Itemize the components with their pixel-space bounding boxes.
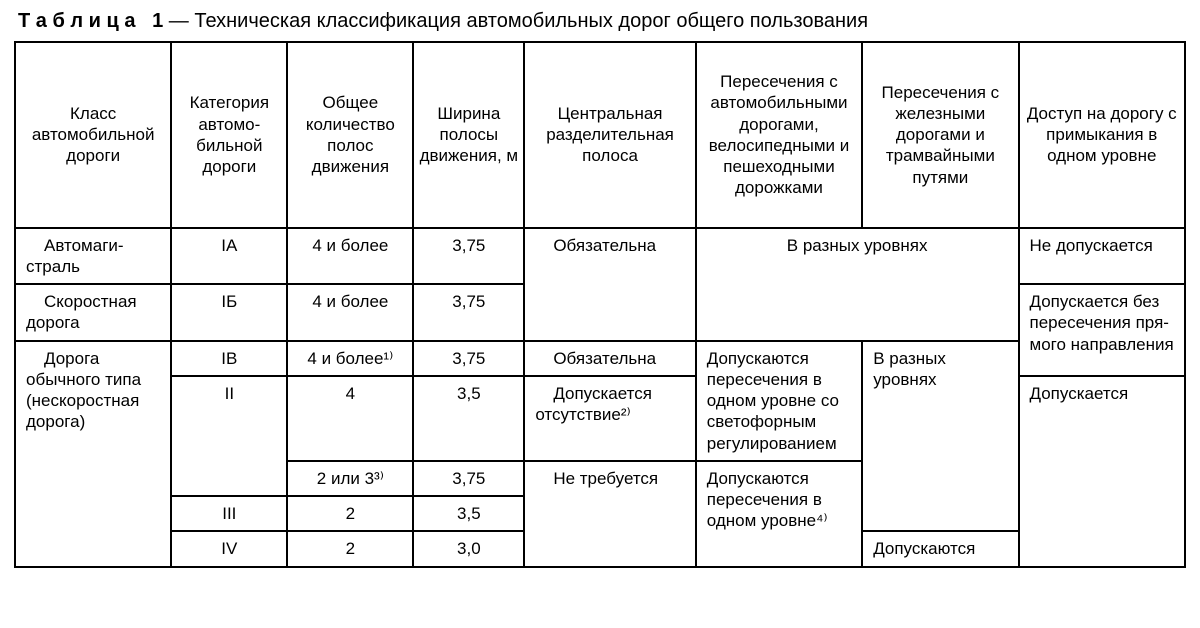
cell-width: 3,75 [413,228,524,285]
cell-cross-roads: Допускаются пересечения в одном уровне с… [696,341,862,461]
text: Обязательна [553,349,656,368]
cell-width: 3,0 [413,531,524,566]
cell-access: Не допуска­ется [1019,228,1185,285]
cell-cat: IА [171,228,287,285]
header-lanes: Общее количест­во полос движения [287,42,413,228]
text: Допускается отсутствие²⁾ [535,384,652,424]
cell-cat: IБ [171,284,287,341]
cell-divider: Допускается отсутствие²⁾ [524,376,695,461]
cell-lanes: 2 или 3³⁾ [287,461,413,496]
table-row: Дорога обычного типа (нескоростная дорог… [15,341,1185,376]
cell-class: Скорост­ная дорога [15,284,171,341]
cell-lanes: 4 и более [287,228,413,285]
cell-lanes: 4 [287,376,413,461]
cell-cross-rail: Допускаются [862,531,1018,566]
cell-cat: III [171,496,287,531]
classification-table: Класс автомобильной дороги Категория авт… [14,41,1186,568]
cell-lanes: 4 и бо­лее¹⁾ [287,341,413,376]
caption-rest: — Техническая классификация автомобильны… [163,10,868,32]
cell-width: 3,75 [413,341,524,376]
cell-class: Дорога обычного типа (нескоростная дорог… [15,341,171,567]
header-cross-rail: Пересечения с железными дорогами и трамв… [862,42,1018,228]
cell-cross-rail: В разных уровнях [862,341,1018,532]
cell-cat: II [171,376,287,496]
cell-divider: Обязательна [524,341,695,376]
cell-cross-roads: Допускаются пересечения в одном уров­не⁴… [696,461,862,567]
text: Скорост­ная дорога [26,292,137,332]
text: Не требуется [553,469,658,488]
caption-prefix: Т а б л и ц а 1 [18,10,163,32]
header-category: Категория автомо­бильной дороги [171,42,287,228]
cell-width: 3,5 [413,376,524,461]
table-header: Класс автомобильной дороги Категория авт… [15,42,1185,228]
cell-divider: Не требуется [524,461,695,567]
table-row: Автомаги­страль IА 4 и более 3,75 Обязат… [15,228,1185,285]
cell-cross-merged: В разных уровнях [696,228,1019,341]
table-body: Автомаги­страль IА 4 и более 3,75 Обязат… [15,228,1185,567]
cell-divider: Обязательна [524,228,695,341]
cell-lanes: 2 [287,531,413,566]
cell-access: Допускается без пересе­чения пря­мого на… [1019,284,1185,376]
header-class: Класс автомобильной дороги [15,42,171,228]
document-page: Т а б л и ц а 1 — Техническая классифика… [0,0,1200,628]
text: Обязательна [553,236,656,255]
cell-width: 3,75 [413,284,524,341]
header-access: Доступ на дорогу с примыкания в одном ур… [1019,42,1185,228]
table-caption: Т а б л и ц а 1 — Техническая классифика… [18,10,1186,33]
header-cross-roads: Пересечения с автомобильны­ми дорогами, … [696,42,862,228]
text: Дорога обычного типа (нескоростная дорог… [26,349,141,432]
cell-lanes: 2 [287,496,413,531]
cell-class: Автомаги­страль [15,228,171,285]
cell-access: Допускается [1019,376,1185,567]
cell-cat: IВ [171,341,287,376]
header-divider: Центральная разделительная полоса [524,42,695,228]
cell-width: 3,75 [413,461,524,496]
cell-width: 3,5 [413,496,524,531]
text: Автомаги­страль [26,236,124,276]
cell-cat: IV [171,531,287,566]
cell-lanes: 4 и более [287,284,413,341]
header-width: Ширина полосы движения, м [413,42,524,228]
